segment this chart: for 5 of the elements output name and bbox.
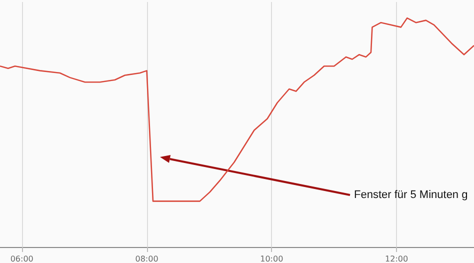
x-tick-label: 06:00 bbox=[10, 254, 34, 263]
annotation: Fenster für 5 Minuten g bbox=[354, 189, 468, 201]
x-tick-label: 08:00 bbox=[135, 254, 158, 263]
x-tick-label: 12:00 bbox=[385, 254, 408, 263]
x-tick-label: 10:00 bbox=[260, 254, 284, 263]
